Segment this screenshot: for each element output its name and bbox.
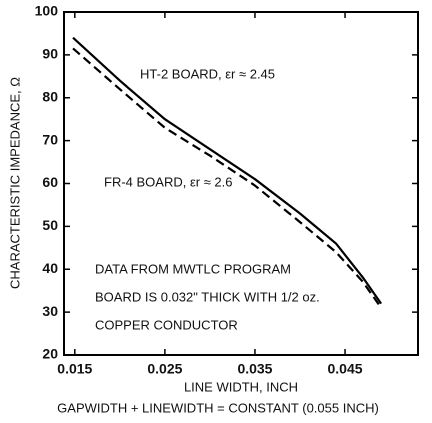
y-tick-label: 20: [42, 346, 58, 362]
x-tick-label: 0.045: [328, 361, 363, 377]
y-axis-label: CHARACTERISTIC IMPEDANCE, Ω: [7, 77, 22, 289]
y-tick-label: 80: [42, 88, 58, 104]
y-tick-label: 100: [35, 3, 59, 19]
series-label: HT-2 BOARD, εr ≈ 2.45: [140, 66, 275, 81]
x-axis-label: LINE WIDTH, INCH: [184, 379, 298, 394]
y-tick-label: 50: [42, 217, 58, 233]
annotation: BOARD IS 0.032" THICK WITH 1/2 oz.: [95, 289, 320, 304]
y-tick-label: 70: [42, 131, 58, 147]
y-tick-label: 30: [42, 303, 58, 319]
series-label: FR-4 BOARD, εr ≈ 2.6: [104, 174, 233, 189]
x-tick-label: 0.015: [57, 361, 92, 377]
x-tick-label: 0.035: [237, 361, 272, 377]
subtitle: GAPWIDTH + LINEWIDTH = CONSTANT (0.055 I…: [57, 400, 379, 415]
annotation: COPPER CONDUCTOR: [95, 317, 238, 332]
series-line: [72, 47, 383, 309]
series-line: [72, 36, 383, 305]
annotation: DATA FROM MWTLC PROGRAM: [95, 261, 291, 276]
y-tick-label: 90: [42, 46, 58, 62]
y-tick-label: 40: [42, 260, 58, 276]
x-tick-label: 0.025: [147, 361, 182, 377]
y-tick-label: 60: [42, 174, 58, 190]
